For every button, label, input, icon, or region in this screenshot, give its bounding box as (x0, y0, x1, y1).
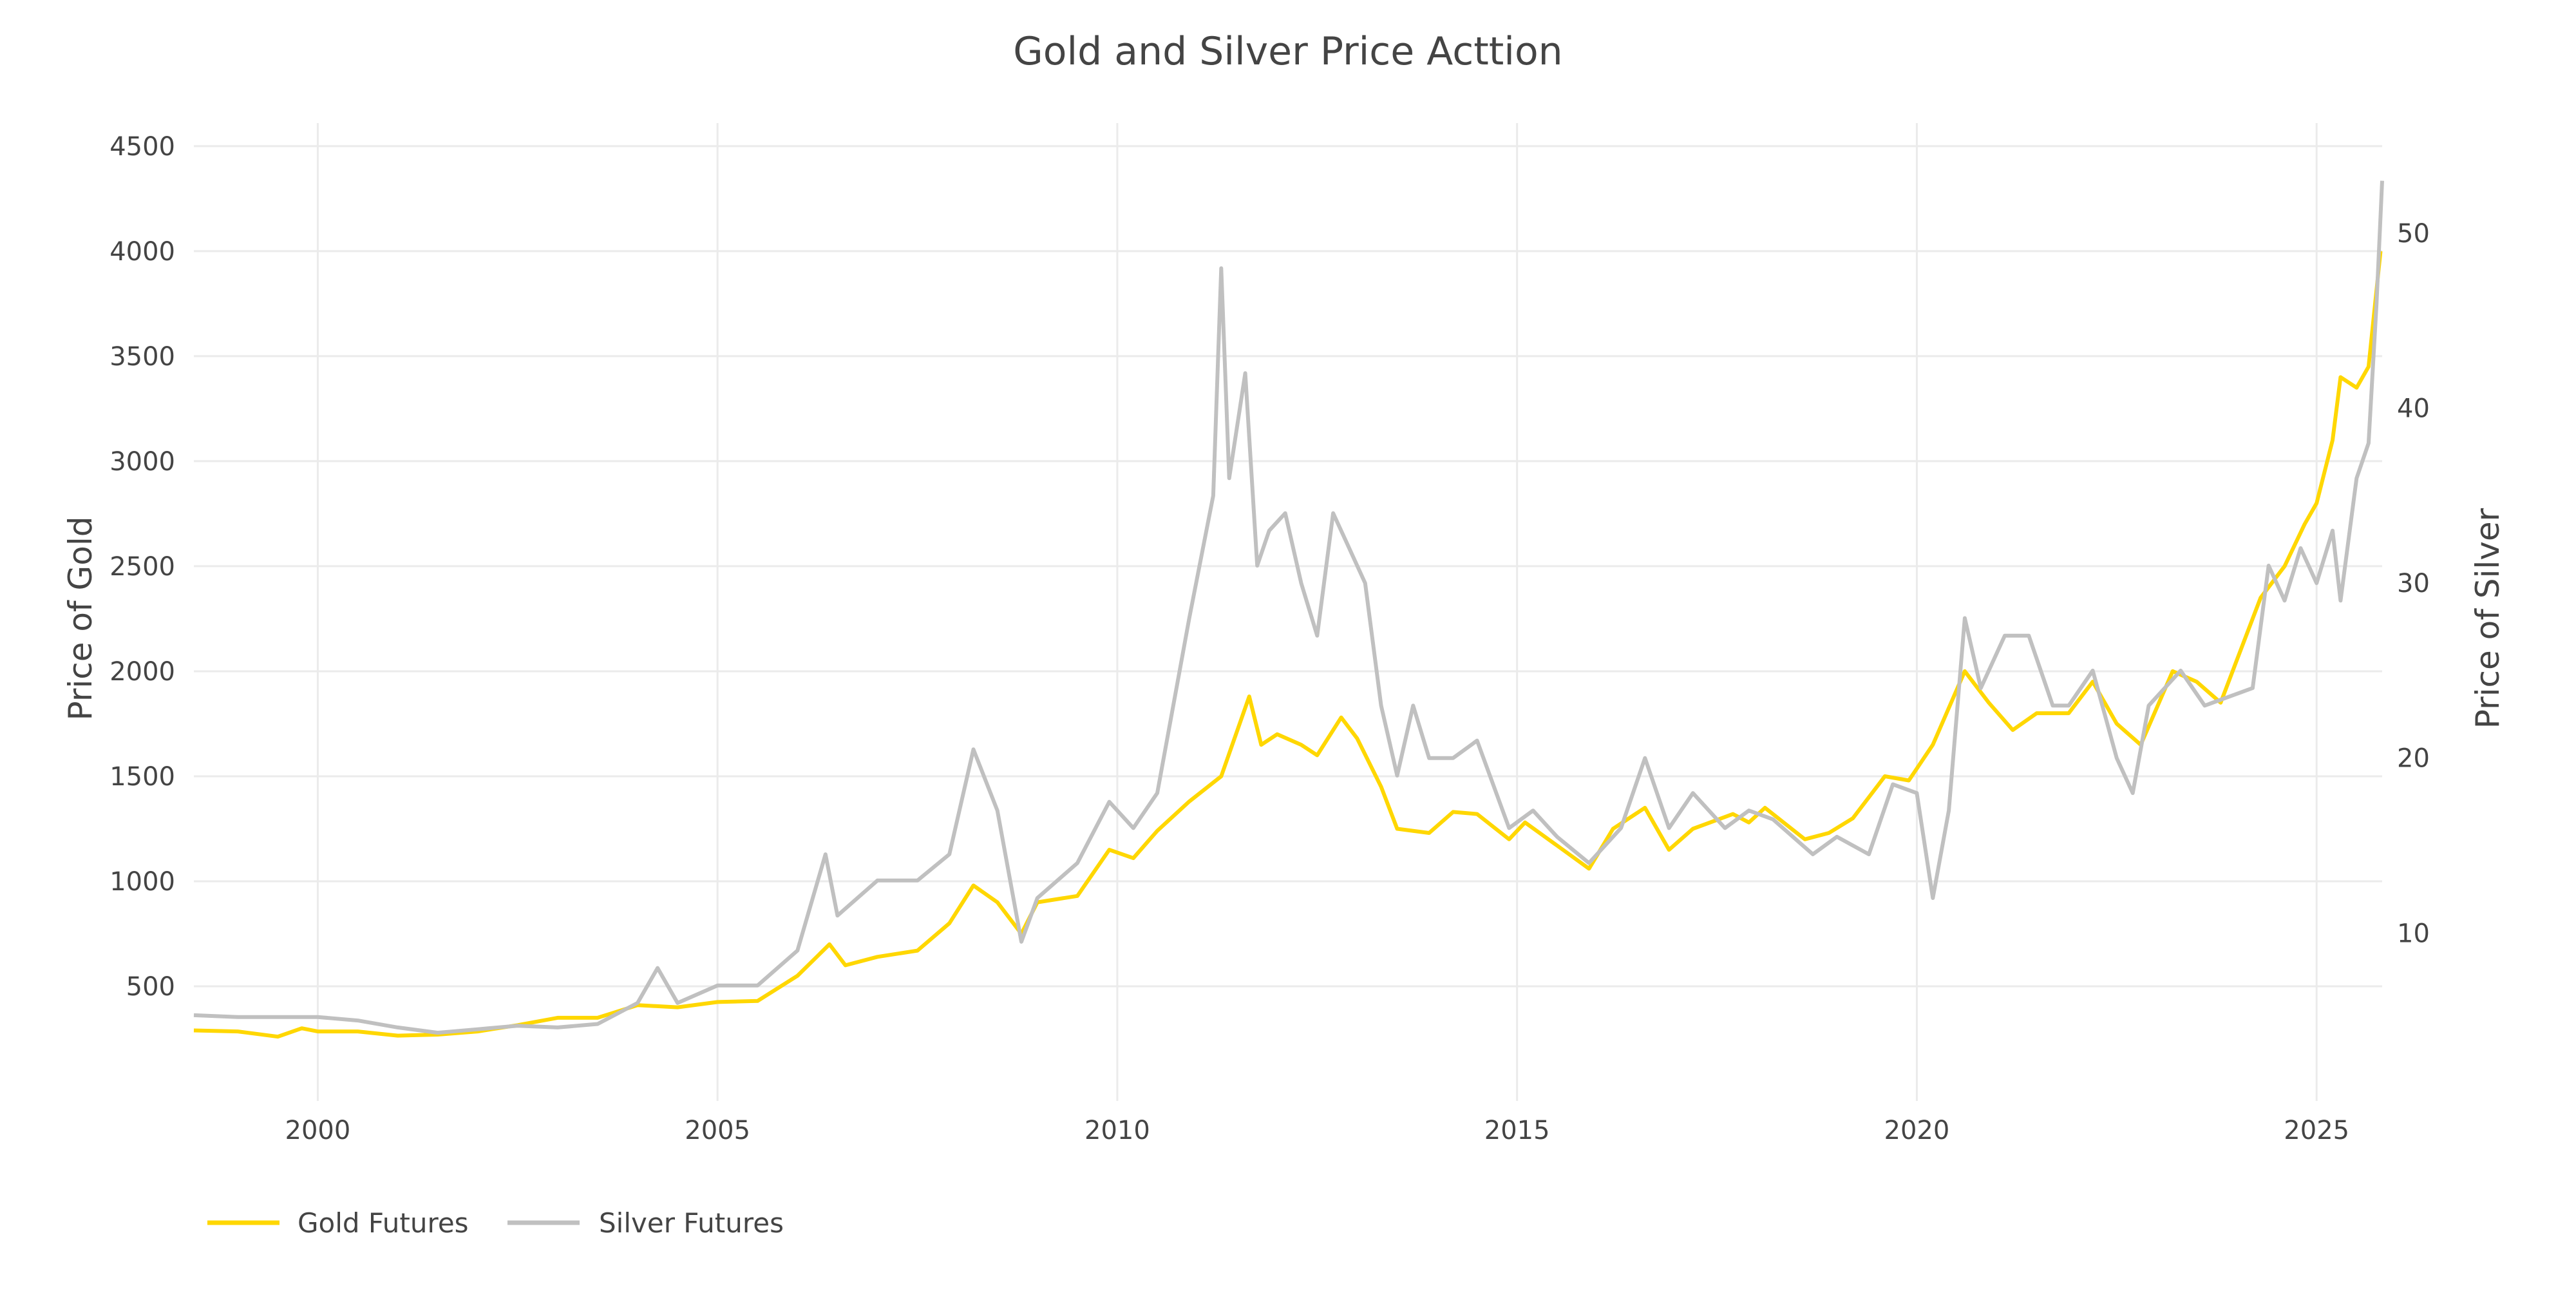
y-tick-label: 3500 (109, 342, 175, 372)
y2-tick-label: 10 (2397, 919, 2430, 948)
y-tick-label: 4500 (109, 132, 175, 162)
silver-futures-line (193, 180, 2384, 1035)
y-tick-label: 2000 (109, 657, 175, 687)
legend: Gold Futures Silver Futures (207, 1207, 784, 1239)
x-tick-label: 2025 (2284, 1116, 2349, 1145)
series-lines (193, 180, 2384, 1039)
y-tick-label: 4000 (109, 237, 175, 267)
y2-tick-label: 30 (2397, 569, 2430, 598)
chart-title: Gold and Silver Price Acttion (1013, 29, 1562, 74)
gold-futures-line (193, 251, 2383, 1039)
tick-labels: 2000 2005 2010 2015 2020 20255001000150020002… (109, 132, 2430, 1145)
y2-tick-label: 50 (2397, 219, 2430, 249)
legend-item-gold[interactable]: Gold Futures (207, 1207, 469, 1239)
y2-tick-label: 20 (2397, 744, 2430, 774)
y-tick-label: 3000 (109, 447, 175, 477)
y2-axis-title-silver: Price of Silver (2469, 508, 2506, 729)
x-tick-label: 2000 (285, 1116, 351, 1145)
x-tick-label: 2020 (1884, 1116, 1950, 1145)
y2-tick-label: 40 (2397, 394, 2430, 424)
x-tick-label: 2005 (685, 1116, 750, 1145)
y-tick-label: 1500 (109, 762, 175, 792)
legend-label-gold: Gold Futures (298, 1207, 469, 1239)
grid (194, 123, 2382, 1101)
y-tick-label: 1000 (109, 867, 175, 897)
y-axis-title-gold: Price of Gold (62, 517, 99, 721)
y-tick-label: 2500 (109, 552, 175, 582)
legend-label-silver: Silver Futures (599, 1207, 784, 1239)
legend-item-silver[interactable]: Silver Futures (507, 1207, 784, 1239)
y-tick-label: 500 (126, 972, 175, 1002)
x-tick-label: 2015 (1484, 1116, 1550, 1145)
x-tick-label: 2010 (1084, 1116, 1150, 1145)
